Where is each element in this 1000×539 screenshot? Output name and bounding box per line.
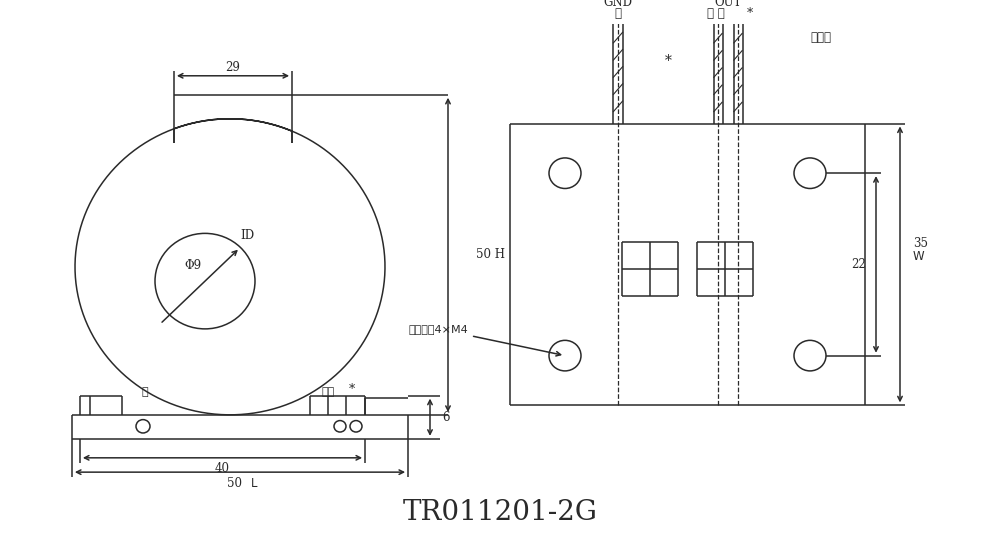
Text: 6: 6	[442, 411, 450, 424]
Text: 白 红: 白 红	[707, 7, 725, 20]
Text: L: L	[251, 477, 257, 490]
Text: 白红: 白红	[321, 387, 335, 397]
Text: Φ9: Φ9	[184, 259, 202, 272]
Text: *: *	[747, 7, 753, 20]
Text: 29: 29	[226, 61, 240, 74]
Text: 40: 40	[215, 462, 230, 475]
Text: 黑: 黑	[142, 387, 148, 397]
Text: OUT: OUT	[714, 0, 742, 9]
Text: GND: GND	[604, 0, 633, 9]
Text: ID: ID	[240, 229, 254, 242]
Text: 50: 50	[228, 477, 242, 490]
Text: *: *	[665, 54, 671, 68]
Text: W: W	[913, 250, 925, 263]
Text: 黑: 黑	[614, 7, 622, 20]
Text: *: *	[349, 383, 355, 396]
Text: 封灌面: 封灌面	[810, 31, 831, 44]
Text: TR011201-2G: TR011201-2G	[403, 499, 597, 526]
Text: 50 H: 50 H	[476, 248, 505, 261]
Text: 嵌件螺孔4×M4: 嵌件螺孔4×M4	[408, 324, 561, 356]
Text: 35: 35	[913, 237, 928, 250]
Text: 22: 22	[851, 258, 866, 271]
